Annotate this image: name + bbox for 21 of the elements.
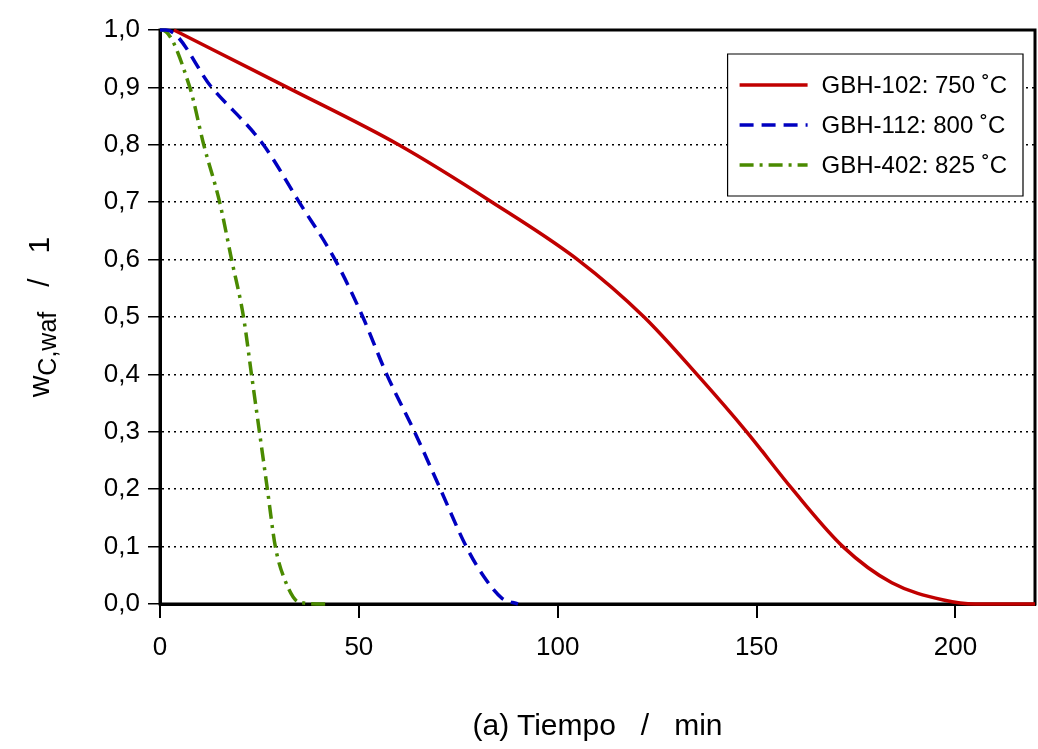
y-tick-label: 0,2 bbox=[103, 472, 140, 503]
x-tick-label: 150 bbox=[734, 630, 779, 661]
y-tick-label: 0,1 bbox=[103, 529, 140, 560]
y-tick-label: 0,9 bbox=[103, 70, 140, 101]
x-tick-label: 200 bbox=[933, 630, 978, 661]
y-tick-label: 0,5 bbox=[103, 300, 140, 331]
legend-label: GBH-102: 750 ˚C bbox=[821, 70, 1008, 98]
legend-label: GBH-112: 800 ˚C bbox=[821, 110, 1006, 138]
y-tick-label: 0,7 bbox=[103, 185, 140, 216]
y-tick-label: 0,8 bbox=[103, 127, 140, 158]
y-tick-label: 0,6 bbox=[103, 242, 140, 273]
legend-label: GBH-402: 825 ˚C bbox=[821, 150, 1008, 178]
y-tick-label: 0,3 bbox=[103, 414, 140, 445]
y-tick-label: 0,4 bbox=[103, 357, 140, 388]
x-axis-title: (a) Tiempo / min bbox=[472, 708, 723, 742]
x-tick-label: 100 bbox=[536, 630, 580, 661]
x-tick-label: 50 bbox=[344, 630, 374, 661]
y-tick-label: 1,0 bbox=[103, 13, 140, 44]
y-tick-label: 0,0 bbox=[103, 587, 140, 618]
x-tick-label: 0 bbox=[152, 630, 168, 661]
line-series bbox=[172, 28, 1037, 606]
